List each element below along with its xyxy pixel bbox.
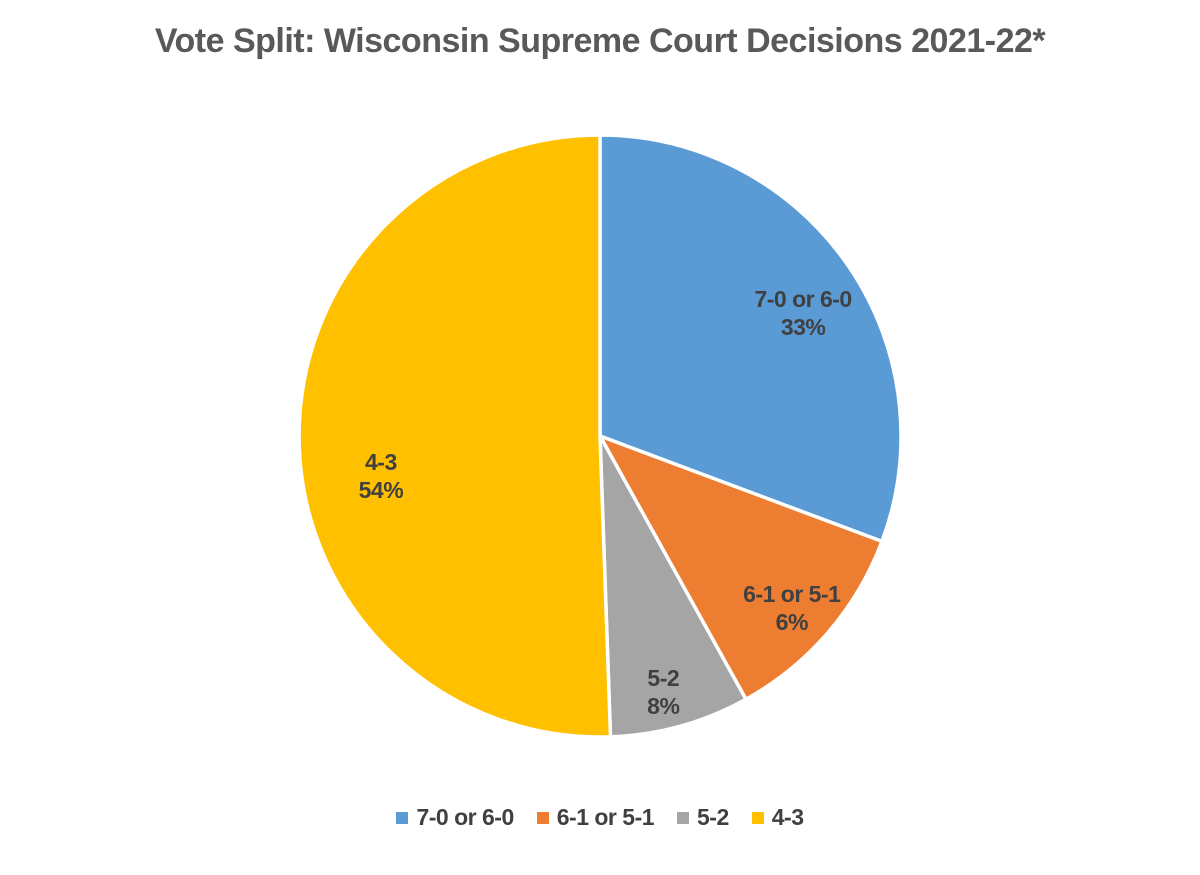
legend-item-5-2: 5-2 [677, 804, 729, 831]
slice-label-5-2: 5-2 8% [647, 665, 679, 719]
legend-label-5-2: 5-2 [697, 804, 729, 830]
legend-swatch-6-1-or-5-1 [536, 811, 549, 824]
legend-label-6-1-or-5-1: 6-1 or 5-1 [556, 804, 655, 830]
legend-item-6-1-or-5-1: 6-1 or 5-1 [536, 804, 655, 831]
legend-label-4-3: 4-3 [771, 804, 804, 830]
slice-label-4-3: 4-3 54% [359, 449, 404, 503]
legend-item-4-3: 4-3 [751, 804, 804, 831]
legend-swatch-5-2 [677, 811, 690, 824]
slice-label-6-1-or-5-1: 6-1 or 5-1 6% [743, 581, 841, 635]
pie-slice-7-0-or-6-0 [598, 133, 903, 544]
chart-title: Vote Split: Wisconsin Supreme Court Deci… [154, 22, 1046, 60]
pie-slice-5-2 [598, 434, 748, 739]
legend-label-7-0-or-6-0: 7-0 or 6-0 [416, 804, 514, 830]
chart-legend: 7-0 or 6-0 6-1 or 5-1 5-2 4-3 [0, 804, 1200, 831]
pie-slice-4-3 [297, 133, 613, 739]
slice-label-7-0-or-6-0: 7-0 or 6-0 33% [754, 286, 851, 340]
legend-swatch-4-3 [751, 811, 764, 824]
legend-swatch-7-0-or-6-0 [396, 811, 409, 824]
pie-slice-6-1-or-5-1 [598, 434, 884, 702]
legend-item-7-0-or-6-0: 7-0 or 6-0 [396, 804, 514, 831]
